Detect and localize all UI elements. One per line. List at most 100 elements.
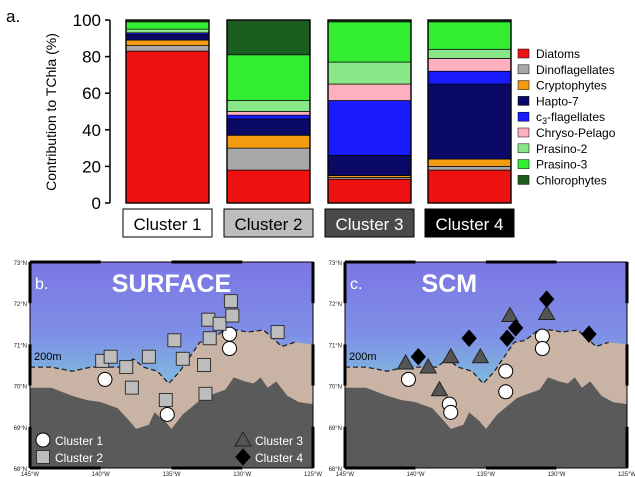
station-cluster-2	[197, 358, 212, 372]
legend-label-dinoflagellates: Dinoflagellates	[536, 63, 615, 77]
station-cluster-2	[212, 316, 227, 331]
station-cluster-3	[471, 347, 490, 364]
y-axis-label: Contribution to TChla (%)	[43, 33, 59, 191]
station-cluster-3	[396, 353, 415, 370]
legend-label-diatoms: Diatoms	[536, 47, 580, 61]
bar-outline-cluster-3	[327, 19, 412, 204]
legend-swatch-hapto-7	[517, 96, 530, 106]
y-tick-label: 0	[92, 194, 101, 213]
legend-marker-cluster-1	[35, 432, 51, 448]
map-title: SCM	[422, 270, 478, 298]
station-cluster-1	[443, 404, 459, 420]
station-cluster-2	[167, 333, 182, 348]
station-cluster-2	[175, 351, 190, 366]
legend-label-cryptophytes: Cryptophytes	[536, 79, 607, 93]
lon-label: 125°W	[618, 472, 635, 477]
bar-chryso-pelago-cluster-2	[226, 111, 311, 116]
bar-cryptophytes-cluster-2	[226, 134, 311, 149]
bar-prasino-2-cluster-1	[125, 28, 210, 34]
station-cluster-4	[538, 290, 555, 308]
isobath-label: 200m	[349, 351, 377, 363]
lat-label: 73°N	[14, 261, 27, 267]
chart-legend: Diatoms Dinoflagellates CryptophytesHapto-…	[517, 47, 616, 187]
station-cluster-1	[159, 406, 175, 422]
bar-cryptophytes-cluster-4	[427, 158, 512, 167]
lon-label: 145°W	[336, 472, 354, 477]
lat-label: 68°N	[14, 467, 27, 473]
bar-prasino-3-cluster-3	[327, 21, 412, 63]
lat-label: 69°N	[329, 426, 342, 432]
isobath-label: 200m	[34, 351, 62, 363]
bar-hapto-7-cluster-4	[427, 83, 512, 160]
station-cluster-4	[410, 348, 426, 366]
map-body	[345, 262, 627, 468]
bar-outline-cluster-2	[226, 19, 311, 204]
legend-swatch-prasino-3	[517, 159, 530, 169]
isobath-200m	[345, 329, 609, 385]
station-cluster-3	[537, 304, 556, 320]
lon-label: 130°W	[547, 472, 565, 477]
map-title: SURFACE	[112, 270, 231, 298]
station-cluster-4	[581, 325, 597, 343]
bar-c3-flagellates-cluster-2	[226, 114, 311, 120]
legend-label-hapto-7: Hapto-7	[536, 94, 579, 108]
lat-label: 73°N	[329, 261, 342, 267]
station-cluster-3	[430, 380, 449, 397]
y-tick-label: 100	[73, 11, 101, 30]
lon-label: 140°W	[406, 472, 424, 477]
category-label-cluster-1: Cluster 1	[133, 215, 201, 234]
legend-swatch-c3-flagellates	[517, 111, 530, 122]
station-cluster-2	[103, 349, 118, 364]
lat-label: 70°N	[14, 385, 27, 391]
panel-label: b.	[35, 276, 48, 293]
panel-label: c.	[350, 276, 362, 293]
station-cluster-1	[534, 341, 550, 357]
bar-diatoms-cluster-2	[226, 169, 311, 204]
lon-label: 135°W	[477, 472, 495, 477]
lon-label: 130°W	[233, 472, 251, 477]
station-cluster-1	[400, 371, 416, 387]
legend-swatch-cryptophytes	[517, 80, 530, 90]
station-cluster-1	[498, 384, 514, 400]
legend-swatch-chlorophytes	[517, 175, 530, 185]
legend-label-cluster-4: Cluster 4	[255, 451, 303, 465]
y-tick-label: 20	[82, 157, 101, 176]
legend-swatch-dinoflagellates	[517, 64, 530, 75]
y-axis: 0 20 40 60 80 100	[73, 11, 111, 213]
station-cluster-1	[498, 363, 514, 379]
bar-diatoms-cluster-3	[327, 178, 412, 204]
station-cluster-2	[158, 393, 173, 408]
bar-c3-flagellates-cluster-3	[327, 100, 412, 156]
bar-chlorophytes-cluster-2	[226, 19, 311, 56]
lon-label: 125°W	[304, 472, 322, 477]
lat-label: 72°N	[329, 302, 342, 308]
bar-outline-cluster-1	[125, 19, 210, 204]
lat-label: 71°N	[14, 343, 27, 349]
lat-label: 70°N	[329, 385, 342, 391]
category-label-cluster-2: Cluster 2	[234, 215, 302, 234]
legend-label-cluster-3: Cluster 3	[255, 434, 303, 448]
station-cluster-2	[223, 294, 238, 309]
category-box-cluster-4	[424, 208, 515, 238]
lat-label: 69°N	[14, 426, 27, 432]
legend-label-prasino-3: Prasino-3	[536, 158, 588, 172]
lon-label: 145°W	[21, 472, 39, 477]
station-cluster-2	[270, 325, 285, 340]
lon-label: 135°W	[162, 472, 180, 477]
station-cluster-4	[499, 329, 515, 347]
station-cluster-2	[202, 331, 217, 346]
bar-prasino-2-cluster-4	[427, 48, 512, 59]
stacked-bar-chart	[125, 19, 512, 204]
station-cluster-2	[225, 308, 240, 323]
bar-dinoflagellates-cluster-4	[427, 166, 512, 171]
bar-cryptophytes-cluster-1	[125, 39, 210, 46]
legend-swatch-chryso-pelago	[517, 127, 530, 138]
station-cluster-2	[124, 380, 139, 395]
station-cluster-3	[441, 347, 460, 364]
station-cluster-1	[222, 341, 238, 357]
station-cluster-4	[507, 319, 524, 337]
y-tick-label: 80	[82, 48, 101, 67]
